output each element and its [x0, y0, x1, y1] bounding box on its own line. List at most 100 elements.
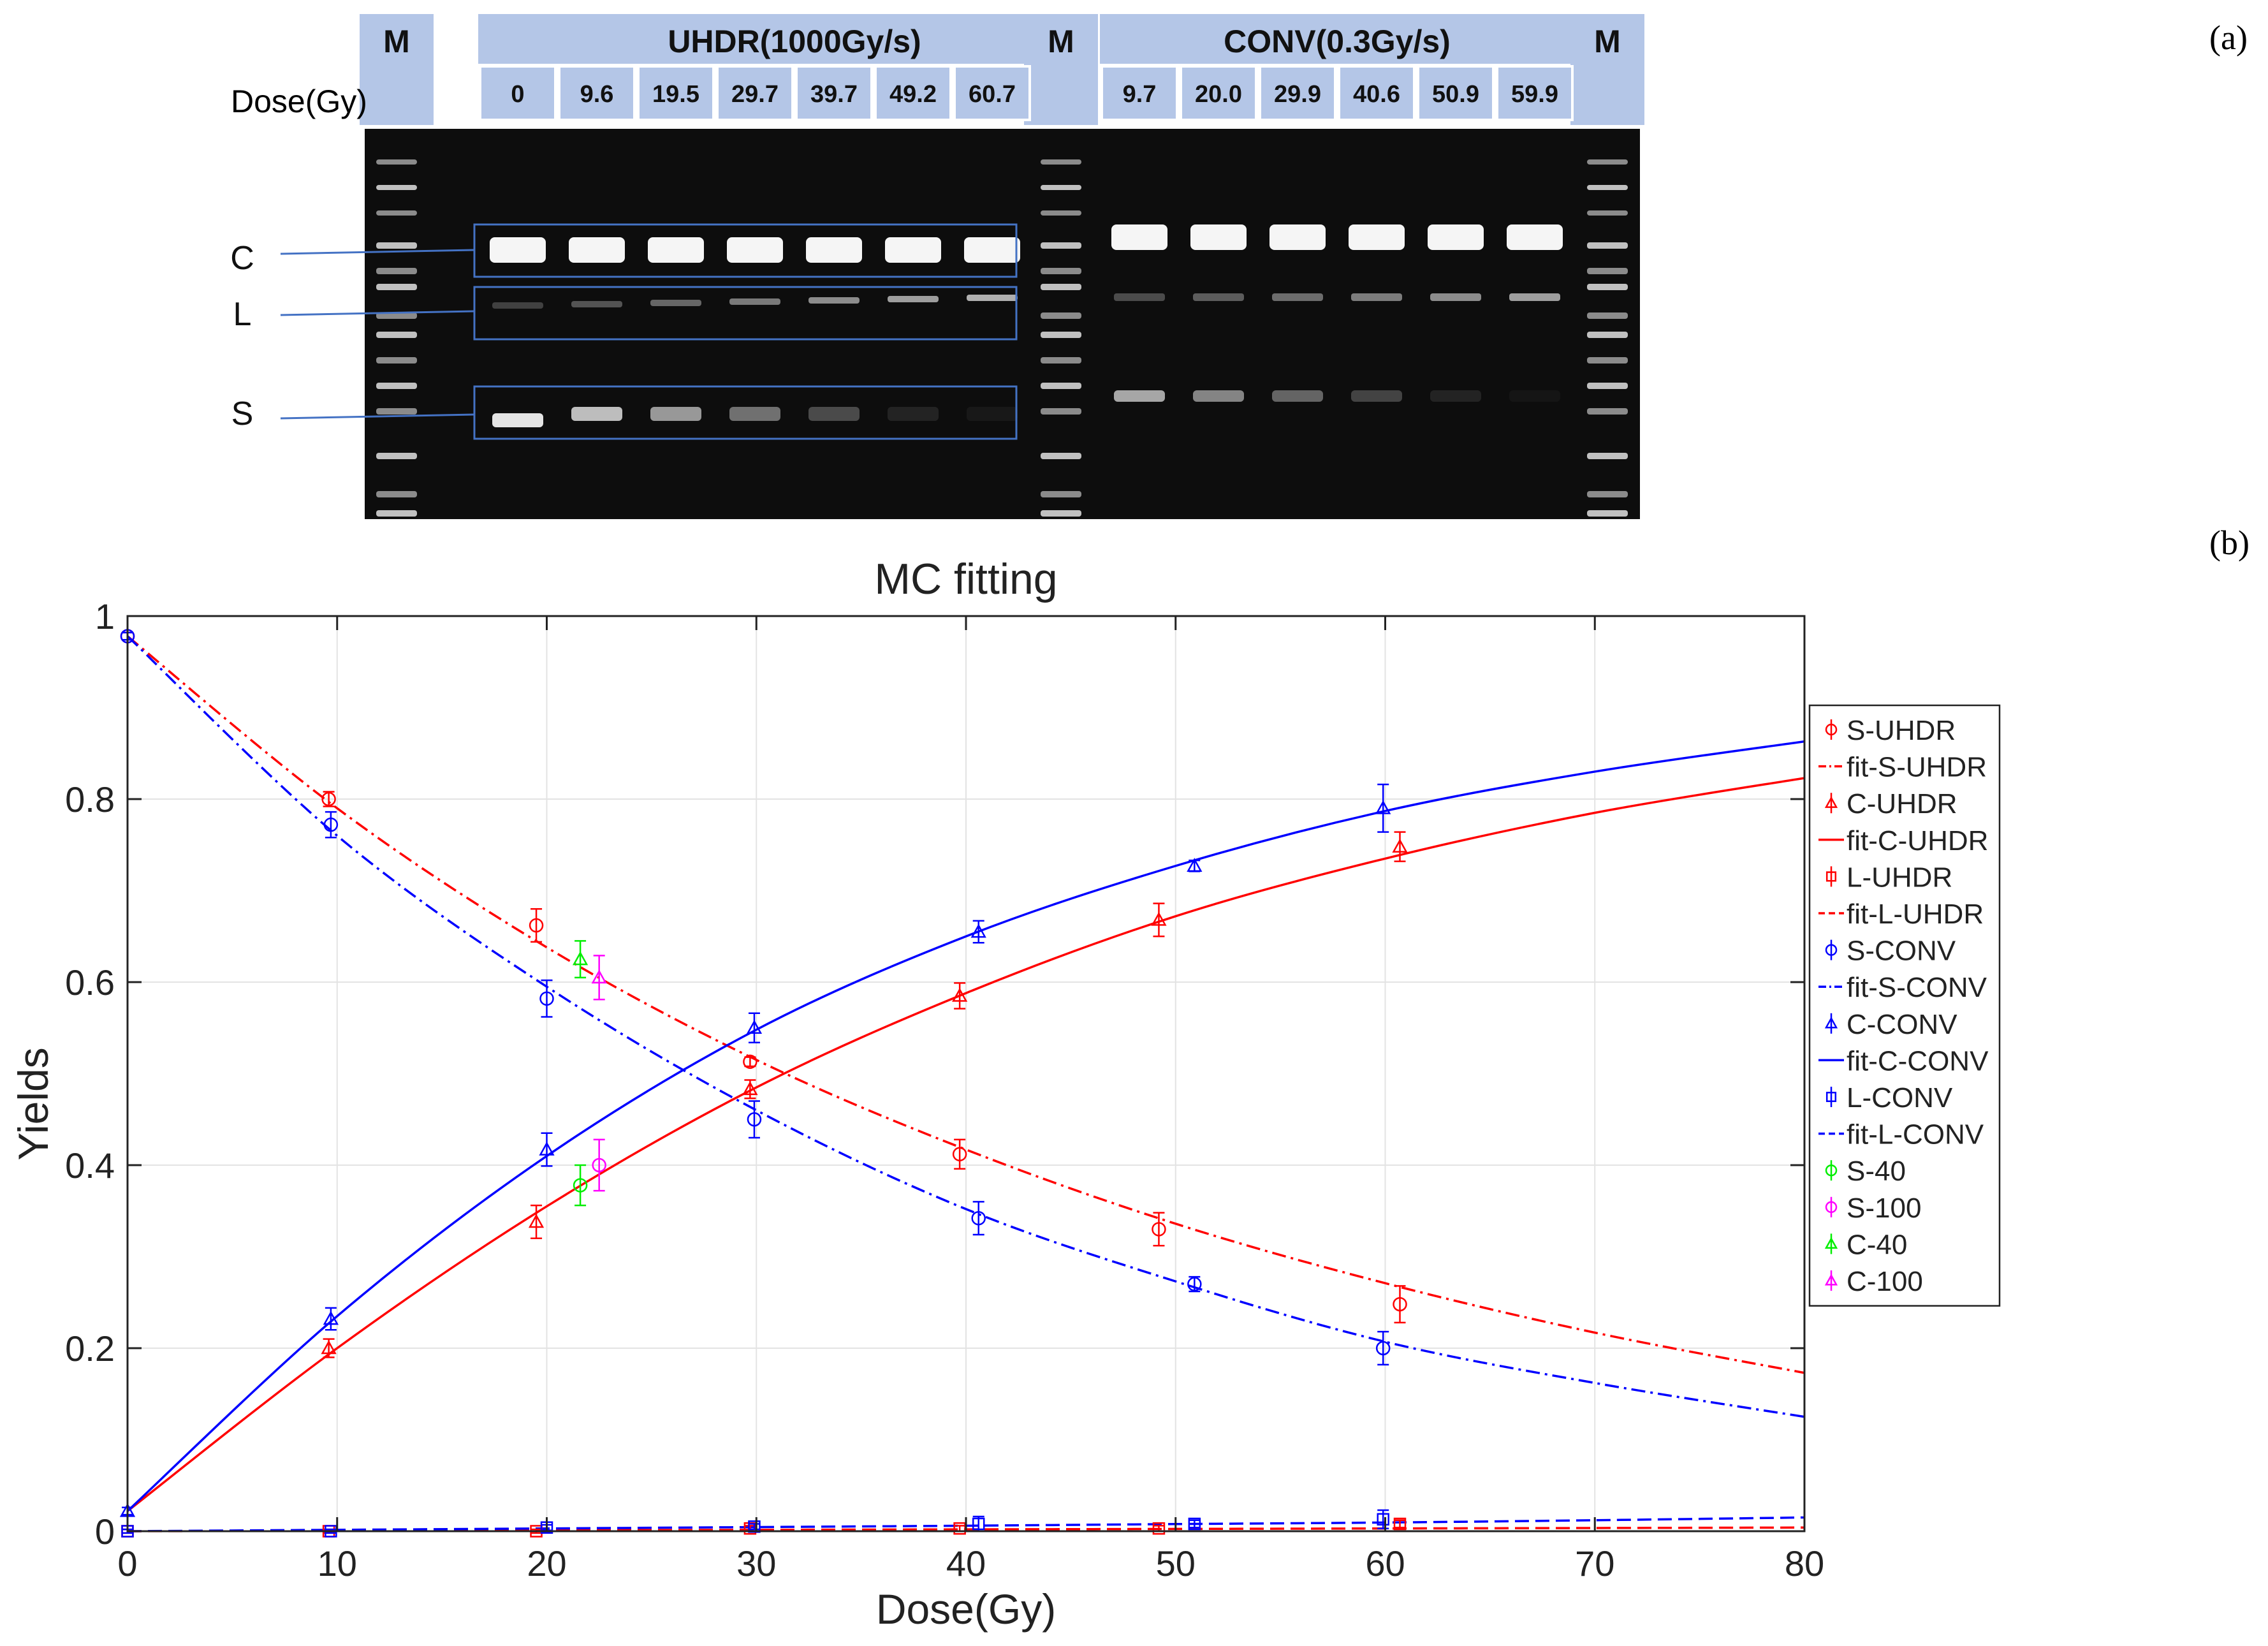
legend-label-c-conv: C-CONV: [1847, 1009, 1957, 1040]
y-tick-label: 1: [95, 596, 115, 636]
data-point-c-conv: [746, 1020, 763, 1034]
marker-ladder-band: [376, 357, 417, 364]
marker-ladder-band: [1041, 268, 1081, 274]
dose-cell: [1338, 65, 1416, 121]
x-axis-label: Dose(Gy): [876, 1585, 1056, 1633]
x-tick-label: 70: [1575, 1543, 1614, 1584]
marker-ladder-band: [1587, 332, 1628, 338]
data-point-s-conv: [971, 1210, 986, 1226]
legend-marker-s-conv: [1825, 944, 1838, 956]
data-point-c-conv: [323, 1311, 339, 1325]
dose-cell: [479, 65, 557, 121]
x-tick-label: 10: [318, 1543, 357, 1584]
band-supercoiled: [888, 407, 939, 421]
data-point-s-uhdr: [743, 1054, 757, 1069]
marker-header-cell: [1024, 14, 1098, 125]
data-point-l-uhdr: [1393, 1517, 1407, 1531]
data-point-c-100: [591, 969, 607, 984]
dose-value: 9.6: [580, 81, 614, 108]
marker-ladder-band: [1041, 312, 1081, 319]
data-point-c-40: [572, 951, 589, 966]
data-point-s-conv: [323, 817, 339, 832]
marker-ladder-band: [1587, 491, 1628, 497]
marker-ladder-band: [376, 491, 417, 497]
dose-value: 29.9: [1274, 81, 1321, 108]
dose-cell: [1101, 65, 1178, 121]
band-linear: [1114, 293, 1165, 301]
data-point-s-conv: [1187, 1277, 1202, 1291]
marker-ladder-band: [376, 383, 417, 389]
dose-cell: [558, 65, 636, 121]
marker-ladder-band: [1041, 510, 1081, 517]
band-supercoiled: [1509, 390, 1560, 402]
marker-header-label: M: [1594, 24, 1621, 59]
data-point-c-uhdr: [742, 1081, 758, 1096]
data-point-s-conv: [747, 1112, 762, 1127]
chart-title: MC fitting: [874, 555, 1057, 603]
legend-marker-s-uhdr: [1825, 723, 1838, 736]
dose-label: Dose(Gy): [231, 84, 367, 119]
dose-cell: [1417, 65, 1495, 121]
marker-ladder-band: [1587, 408, 1628, 415]
dose-value: 50.9: [1432, 81, 1479, 108]
band-supercoiled: [492, 413, 543, 427]
x-tick-label: 30: [736, 1543, 776, 1584]
band-supercoiled: [1114, 390, 1165, 402]
fit-line-fit-s-conv: [126, 635, 1805, 1418]
marker-ladder-band: [376, 332, 417, 338]
band-label-leader-line: [280, 413, 475, 420]
y-tick-label: 0.8: [65, 779, 115, 819]
marker-ladder-band: [1587, 383, 1628, 389]
marker-ladder-band: [1587, 159, 1628, 165]
x-tick-label: 0: [117, 1543, 137, 1584]
legend-marker-c-40: [1824, 1237, 1838, 1249]
band-circular: [964, 237, 1020, 263]
data-point-c-uhdr: [321, 1340, 337, 1355]
band-linear: [571, 301, 622, 307]
band-circular: [806, 237, 862, 263]
conv-header-cell: [1100, 14, 1574, 64]
y-axis-label: Yields: [10, 1047, 57, 1160]
marker-ladder-band: [1587, 185, 1628, 190]
data-point-c-conv: [1187, 858, 1203, 872]
y-tick-label: 0.2: [65, 1328, 115, 1369]
band-linear: [1272, 293, 1323, 301]
band-circular: [1507, 224, 1563, 250]
legend-label-l-conv: L-CONV: [1847, 1082, 1953, 1113]
band-label-leader-line: [280, 249, 475, 255]
dose-value: 0: [511, 81, 524, 108]
legend-label-l-uhdr: L-UHDR: [1847, 862, 1952, 893]
data-point-l-conv: [972, 1517, 985, 1531]
legend-label-s-100: S-100: [1847, 1193, 1921, 1224]
linear-band-box: [473, 286, 1018, 341]
dose-cell: [1180, 65, 1257, 121]
marker-header-label: M: [1048, 24, 1074, 59]
panel-label-a: (a): [2209, 18, 2248, 57]
marker-ladder-band: [1587, 268, 1628, 274]
legend-label-fit-c-uhdr: fit-C-UHDR: [1847, 825, 1988, 856]
marker-ladder-band: [1041, 242, 1081, 249]
data-point-s-uhdr: [1393, 1297, 1407, 1312]
data-point-c-conv: [970, 923, 986, 938]
band-circular: [885, 237, 941, 263]
marker-header-cell: [1570, 14, 1644, 125]
band-label-leader-line: [280, 310, 475, 316]
band-circular: [569, 237, 625, 263]
marker-ladder-band: [1041, 357, 1081, 364]
band-supercoiled: [1351, 390, 1402, 402]
marker-ladder-band: [1041, 408, 1081, 415]
legend-label-s-conv: S-CONV: [1847, 936, 1956, 967]
marker-ladder-band: [1587, 242, 1628, 249]
dose-value: 49.2: [889, 81, 937, 108]
x-tick-label: 50: [1156, 1543, 1196, 1584]
dose-value: 29.7: [731, 81, 779, 108]
y-tick-label: 0.6: [65, 962, 115, 1003]
marker-ladder-band: [1587, 510, 1628, 517]
legend-label-c-100: C-100: [1847, 1266, 1923, 1297]
dose-cell: [716, 65, 794, 121]
marker-ladder-band: [1041, 453, 1081, 459]
mc-fitting-chart: MC fitting Dose(Gy) Yields 0 10 20 30 40 50 60…: [10, 555, 2001, 1633]
marker-ladder-band: [376, 242, 417, 249]
dose-value: 20.0: [1195, 81, 1242, 108]
legend-label-fit-l-uhdr: fit-L-UHDR: [1847, 899, 1984, 930]
